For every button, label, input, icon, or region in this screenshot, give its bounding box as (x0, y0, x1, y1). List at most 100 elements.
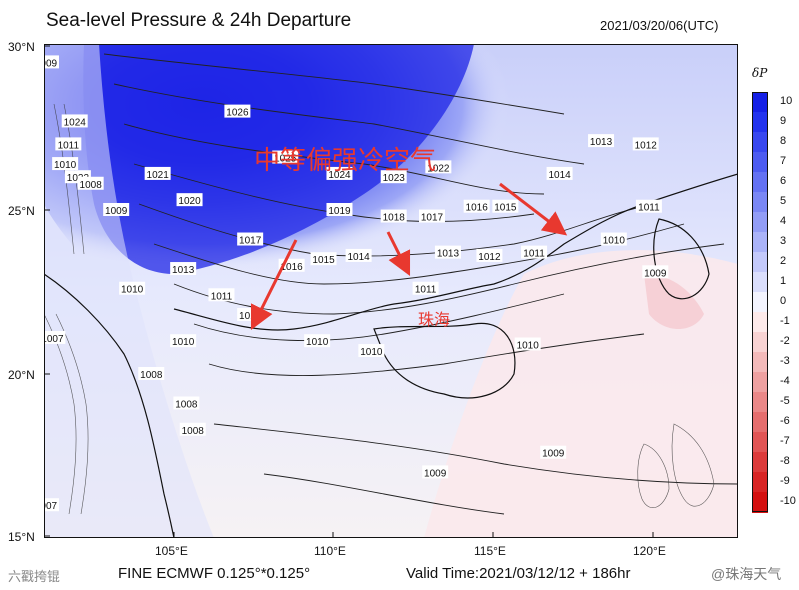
legend-swatch (752, 452, 768, 473)
isobar-label: 1025 (272, 150, 299, 165)
svg-text:1014: 1014 (347, 252, 370, 263)
isobar-label: 1026 (224, 104, 251, 119)
svg-text:1009: 1009 (542, 449, 565, 460)
svg-text:1010: 1010 (121, 285, 144, 296)
isobar-label: 1009 (422, 465, 449, 479)
zhuhai-annotation: 珠海 (418, 312, 451, 329)
lon-label-105e: 105°E (155, 544, 188, 558)
lat-label-15n: 15°N (8, 530, 35, 544)
legend-tick-label: 2 (780, 255, 787, 267)
legend-tick-label: 9 (780, 115, 787, 127)
svg-text:1016: 1016 (466, 203, 489, 214)
svg-text:1008: 1008 (175, 400, 198, 411)
isobar-label: 1013 (588, 134, 615, 148)
svg-text:1010: 1010 (517, 340, 540, 351)
legend-tick-label: 5 (780, 195, 787, 207)
svg-text:1012: 1012 (635, 140, 658, 151)
svg-text:1010: 1010 (172, 337, 195, 348)
svg-text:1018: 1018 (383, 213, 406, 224)
svg-text:1011: 1011 (415, 285, 437, 296)
lon-ticks (173, 532, 654, 538)
isobar-label: 1016 (463, 199, 490, 214)
lat-label-30n: 30°N (8, 40, 35, 54)
svg-text:1026: 1026 (226, 108, 249, 119)
isobar-labels: 1026102510241022102110201024102310221019… (44, 55, 669, 512)
legend-colorbar (752, 92, 768, 513)
svg-text:1009: 1009 (424, 468, 447, 479)
map-title: Sea-level Pressure & 24h Departure (46, 10, 352, 31)
lon-label-110e: 110°E (314, 544, 346, 558)
svg-text:1014: 1014 (548, 170, 571, 181)
isobar-label: 1009 (103, 203, 130, 217)
watermark-right: @珠海天气 (711, 566, 782, 582)
svg-text:1009: 1009 (644, 268, 667, 279)
isobar-label: 1008 (173, 396, 200, 411)
legend-tick-label: -1 (780, 315, 790, 327)
legend-tick-label: -8 (780, 455, 790, 467)
isobar-label: 1020 (176, 193, 203, 207)
legend-swatch (752, 232, 768, 253)
isobar-label: 1013 (434, 245, 461, 260)
legend-tick-label: -7 (780, 435, 790, 447)
legend-swatch (752, 492, 768, 513)
isobar-label: 1017 (418, 209, 445, 224)
isobar-label: 1008 (179, 422, 206, 437)
legend-swatch (752, 372, 768, 393)
pressure-map: 1026102510241022102110201024102310221019… (44, 44, 738, 538)
legend-swatch (752, 272, 768, 293)
legend-tick-label: -5 (780, 395, 790, 407)
legend-tick-label: -3 (780, 355, 790, 367)
legend-swatch (752, 352, 768, 373)
legend-tick-label: -6 (780, 415, 790, 427)
legend-tick-label: -10 (780, 495, 796, 507)
isobar-label: 1019 (326, 203, 353, 217)
isobar-label: 1010 (600, 232, 627, 247)
isobar-label: 1009 (642, 265, 669, 279)
isobar-label: 1014 (546, 166, 573, 181)
legend-swatch (752, 432, 768, 453)
legend-tick-label: 0 (780, 295, 787, 307)
legend-swatch (752, 312, 768, 333)
arrow-east (499, 182, 568, 236)
svg-text:1013: 1013 (172, 265, 195, 276)
isobar-label: 1009 (540, 445, 567, 460)
legend-tick-label: -2 (780, 335, 790, 347)
arrow-center (386, 231, 411, 277)
isobar-label: 1011 (55, 137, 82, 151)
isobar-label: 1010 (52, 157, 79, 171)
svg-text:1019: 1019 (328, 206, 351, 217)
isobar-label: 1018 (380, 209, 407, 224)
isobar-label: 1009 (44, 55, 59, 69)
isobar-label: 1011 (521, 245, 548, 260)
svg-text:1017: 1017 (421, 213, 444, 224)
isobar-label: 1022 (425, 160, 452, 174)
svg-text:1012: 1012 (239, 311, 262, 322)
svg-text:1012: 1012 (478, 252, 501, 263)
legend-swatch (752, 332, 768, 353)
isobar-label: 1014 (345, 248, 372, 263)
legend-tick-label: 1 (780, 275, 787, 287)
isobar-label: 1024 (326, 166, 353, 181)
svg-text:1011: 1011 (638, 203, 660, 214)
svg-text:1007: 1007 (44, 334, 64, 345)
isobar-label: 1010 (170, 334, 197, 348)
isobar-label: 1013 (170, 262, 197, 276)
svg-text:1010: 1010 (603, 236, 626, 247)
isobar-label: 1012 (476, 248, 503, 263)
legend-swatch (752, 152, 768, 173)
lat-label-20n: 20°N (8, 368, 35, 382)
legend-tick-label: 3 (780, 235, 787, 247)
arrow-west (250, 239, 298, 331)
isobar-label: 1008 (138, 367, 165, 381)
isobar-label: 1010 (304, 334, 331, 348)
isobar-label: 1011 (208, 288, 235, 302)
lat-ticks (44, 45, 50, 537)
isobar-label: 1024 (61, 114, 88, 128)
svg-text:1023: 1023 (383, 173, 406, 184)
lat-label-25n: 25°N (8, 204, 35, 218)
isobar-label: 1015 (492, 199, 519, 214)
svg-text:1020: 1020 (178, 196, 201, 207)
legend-tick-label: -4 (780, 375, 790, 387)
lon-label-120e: 120°E (633, 544, 666, 558)
svg-text:1010: 1010 (360, 347, 383, 358)
